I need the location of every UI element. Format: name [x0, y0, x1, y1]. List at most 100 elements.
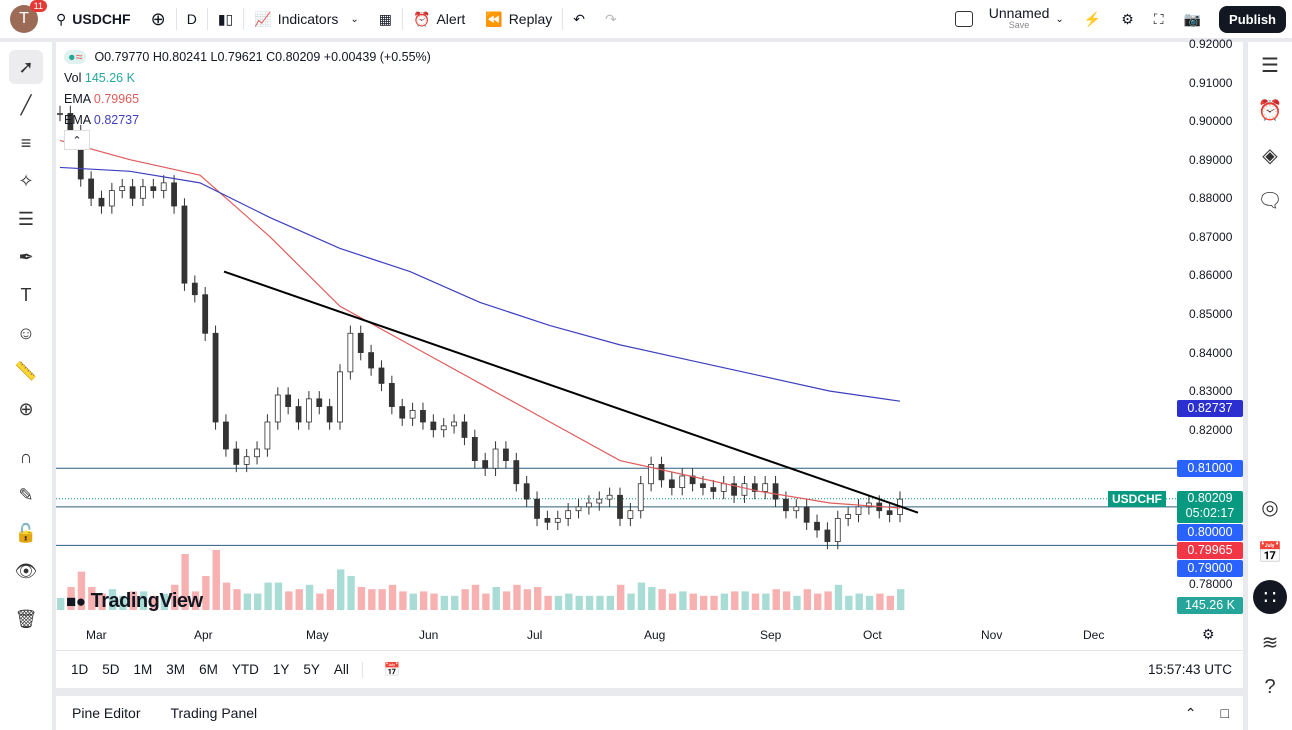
magnet-tool[interactable]: ∩ [9, 440, 43, 474]
remove-tool[interactable]: 🗑 [9, 602, 43, 636]
templates-button[interactable]: ▦ [369, 0, 402, 38]
candle-body [171, 182, 177, 207]
volume-bar [689, 593, 697, 610]
replay-button[interactable]: ⏪ Replay [485, 10, 553, 28]
fullscreen-button[interactable]: ⛶ [1144, 0, 1174, 38]
candle-body [513, 460, 520, 485]
candle-body [731, 483, 737, 496]
text-tool[interactable]: T [9, 278, 43, 312]
zoom-tool[interactable]: ⊕ [9, 392, 43, 426]
candle-body [326, 406, 333, 423]
time-axis[interactable]: Mar Apr May Jun Jul Aug Sep Oct Nov Dec [56, 622, 1177, 648]
pattern-tool[interactable]: ✧ [9, 164, 43, 198]
drawing-toolbar: ➚ ╱ ≡ ✧ ☰ ✒ T ☺ 📏 ⊕ ∩ ✎ 🔓 👁 🗑 [0, 42, 52, 730]
cursor-tool[interactable]: ➚ [9, 50, 43, 84]
pine-editor-tab[interactable]: Pine Editor [72, 705, 141, 721]
watchlist-button[interactable]: ☰ [1253, 48, 1287, 82]
undo-button[interactable]: ↶ [563, 0, 595, 38]
avatar[interactable]: T 11 [10, 0, 47, 33]
volume-bar [762, 593, 770, 610]
hide-tool[interactable]: 👁 [9, 554, 43, 588]
candle-body [357, 332, 364, 353]
price-tick: 0.83000 [1189, 384, 1233, 399]
lock-tool[interactable]: 🔓 [9, 516, 43, 550]
time-tick: Mar [86, 628, 107, 642]
price-tick: 0.78000 [1189, 577, 1233, 591]
collapse-legend-button[interactable]: ⌃ [64, 130, 90, 150]
alerts-button[interactable]: ⏰ [1253, 93, 1287, 127]
trading-panel-tab[interactable]: Trading Panel [170, 705, 258, 721]
range-1d[interactable]: 1D [71, 662, 89, 677]
streams-button[interactable]: ≋ [1253, 625, 1287, 659]
volume-bar [596, 595, 604, 610]
candle-body [57, 113, 63, 115]
volume-bar [243, 593, 252, 610]
range-5d[interactable]: 5D [102, 662, 120, 677]
clock[interactable]: 15:57:43 UTC [1147, 662, 1232, 677]
maximize-panel-button[interactable]: □ [1221, 705, 1229, 721]
volume-bar [233, 589, 241, 610]
candle-body [285, 394, 292, 407]
candle-body [554, 518, 561, 523]
chart-pane[interactable]: ●≈ O0.79770 H0.80241 L0.79621 C0.80209 +0… [56, 37, 1243, 688]
candle-body [451, 421, 457, 427]
snapshot-button[interactable]: 📷 [1174, 0, 1211, 38]
signals-button[interactable]: ◎ [1253, 490, 1287, 524]
layout-button[interactable]: Unnamed Save ⌄ [945, 0, 1074, 38]
compare-button[interactable]: ⊕ [141, 0, 176, 38]
smiley-icon: ☺ [16, 322, 36, 343]
candle-body [254, 448, 260, 458]
volume-bar [347, 576, 355, 610]
quick-search-button[interactable]: ⚡ [1074, 0, 1111, 38]
indicators-button[interactable]: 📈 Indicators ⌄ [254, 10, 359, 28]
brush-tool[interactable]: ✒ [9, 240, 43, 274]
help-button[interactable]: ? [1253, 670, 1287, 704]
volume-bar [254, 593, 262, 610]
price-chart[interactable] [56, 42, 1243, 652]
range-3m[interactable]: 3M [166, 662, 186, 677]
volume-bar [544, 595, 552, 610]
candle-body [596, 498, 603, 504]
axis-settings-button[interactable]: ⚙ [1202, 626, 1215, 643]
eye-icon: 👁 [14, 560, 38, 581]
redo-button[interactable]: ↷ [595, 0, 627, 38]
range-5y[interactable]: 5Y [303, 662, 320, 677]
range-1y[interactable]: 1Y [272, 662, 290, 677]
publish-button[interactable]: Publish [1219, 5, 1286, 33]
apps-button[interactable]: ∷ [1253, 580, 1287, 614]
price-axis[interactable]: 0.92000 0.91000 0.90000 0.89000 0.88000 0.870… [1177, 37, 1243, 652]
range-all[interactable]: All [333, 662, 349, 677]
forecast-tool[interactable]: ☰ [9, 202, 43, 236]
interval-button[interactable]: D [186, 11, 197, 27]
volume-bar [326, 589, 334, 610]
volume-bar [793, 595, 801, 610]
alert-button[interactable]: ⏰ Alert [413, 10, 466, 28]
volume-bar [855, 593, 863, 610]
chat-button[interactable]: 🗨 [1253, 183, 1287, 217]
range-1m[interactable]: 1M [133, 662, 153, 677]
collapse-panel-button[interactable]: ⌃ [1185, 705, 1197, 722]
settings-button[interactable]: ⚙ [1111, 0, 1144, 38]
candle-body [762, 483, 769, 492]
volume-bar [368, 589, 376, 610]
candle-body [264, 421, 271, 450]
stay-drawing-tool[interactable]: ✎ [9, 478, 43, 512]
range-6m[interactable]: 6M [199, 662, 218, 677]
forecast-icon: ☰ [17, 208, 35, 229]
measure-tool[interactable]: 📏 [9, 354, 43, 388]
calendar-button[interactable]: 📅 [1253, 535, 1287, 569]
ohlc-values: O0.79770 H0.80241 L0.79621 C0.80209 +0.0… [94, 50, 431, 64]
date-range-button[interactable]: 📅 [361, 661, 415, 678]
candle-body [720, 483, 727, 492]
help-icon: ? [1264, 675, 1276, 698]
range-ytd[interactable]: YTD [231, 662, 259, 677]
emoji-tool[interactable]: ☺ [9, 316, 43, 350]
fib-tool[interactable]: ≡ [9, 126, 43, 160]
trendline-tool[interactable]: ╱ [9, 88, 43, 122]
symbol-search[interactable]: ⚲ USDCHF [56, 10, 131, 28]
volume-bar [264, 582, 272, 610]
candle-body [783, 498, 789, 512]
chart-type-button[interactable]: ▮▯ [208, 0, 243, 38]
candle-body [492, 448, 499, 469]
object-tree-button[interactable]: ◈ [1253, 138, 1287, 172]
